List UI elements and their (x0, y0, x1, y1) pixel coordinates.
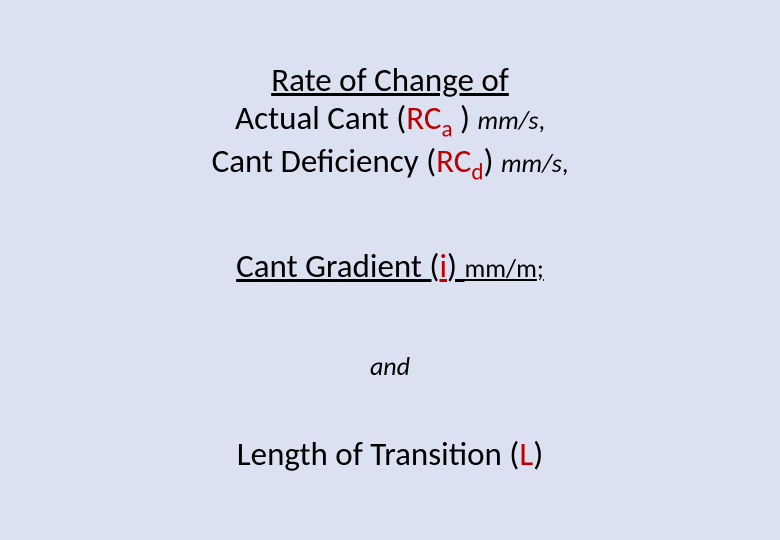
symbol-l: L (519, 434, 533, 474)
unit-mmm: mm/m (465, 252, 537, 284)
text-cant-gradient-after: ) (447, 246, 464, 286)
line-length-of-transition: Length of Transition (L) (0, 436, 780, 474)
rate-of-change-block: Rate of Change of Actual Cant (RCa ) mm/… (0, 62, 780, 186)
text-and: and (370, 350, 410, 382)
line-rate-of-change: Rate of Change of (0, 62, 780, 100)
cant-gradient-block: Cant Gradient (i) mm/m; (0, 248, 780, 286)
symbol-rcd: RC (436, 141, 471, 181)
line-cant-gradient: Cant Gradient (i) mm/m; (0, 248, 780, 286)
line-cant-deficiency: Cant Deficiency (RCd) mm/s, (0, 143, 780, 186)
tail-semicolon: ; (537, 252, 544, 284)
unit-mms-2: mm/s (501, 147, 562, 179)
text-cant-deficiency-after: ) (483, 141, 500, 181)
symbol-rca: RC (406, 98, 441, 138)
subscript-a: a (442, 116, 453, 144)
slide: Rate of Change of Actual Cant (RCa ) mm/… (0, 0, 780, 540)
symbol-i: i (439, 246, 447, 286)
text-rate-of-change: Rate of Change of (271, 60, 509, 100)
subscript-d: d (471, 159, 483, 187)
text-cant-gradient-prefix: Cant Gradient ( (236, 246, 439, 286)
text-cant-deficiency-prefix: Cant Deficiency ( (212, 141, 437, 181)
tail-comma-1: , (538, 104, 545, 136)
and-block: and (0, 350, 780, 382)
text-lot-after: ) (533, 434, 543, 474)
unit-mms-1: mm/s (478, 104, 539, 136)
length-of-transition-block: Length of Transition (L) (0, 436, 780, 474)
text-actual-cant-prefix: Actual Cant ( (235, 98, 406, 138)
text-lot-prefix: Length of Transition ( (237, 434, 520, 474)
text-actual-cant-after: ) (453, 98, 478, 138)
line-actual-cant: Actual Cant (RCa ) mm/s, (0, 100, 780, 143)
tail-comma-2: , (562, 147, 569, 179)
